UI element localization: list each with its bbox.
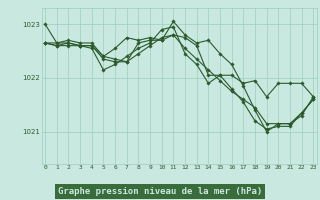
Text: Graphe pression niveau de la mer (hPa): Graphe pression niveau de la mer (hPa) — [58, 187, 262, 196]
